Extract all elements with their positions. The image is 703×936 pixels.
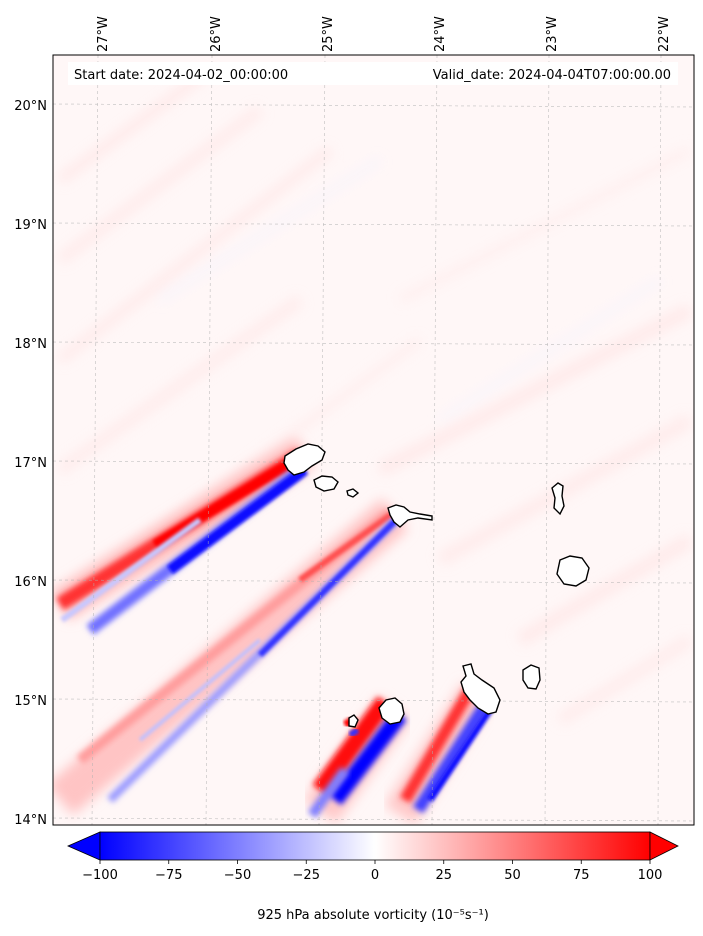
wake-santo-antao xyxy=(53,437,315,635)
island-santiago xyxy=(460,663,501,715)
island-sal xyxy=(551,482,565,516)
x-tick-label: 25°W xyxy=(321,16,336,52)
colorbar-tick-label: 25 xyxy=(435,868,452,883)
coastlines xyxy=(283,443,590,728)
island-sao-nicolau xyxy=(387,504,433,528)
island-brava xyxy=(348,714,359,728)
map-frame xyxy=(52,54,695,826)
x-tick-label: 26°W xyxy=(209,16,224,52)
wake-santiago xyxy=(384,682,494,825)
colorbar-tick-label: 75 xyxy=(573,868,590,883)
y-tick-label: 17°N xyxy=(14,456,47,471)
x-tick-label: 22°W xyxy=(657,16,672,52)
colorbar-tick-label: −75 xyxy=(155,868,182,883)
colorbar-extend-max xyxy=(649,831,679,861)
x-tick-label: 23°W xyxy=(545,16,560,52)
colorbar-tick-label: 100 xyxy=(638,868,663,883)
colorbar-tick-label: 0 xyxy=(371,868,379,883)
header-box xyxy=(68,62,678,85)
y-tick-label: 19°N xyxy=(14,218,47,233)
colorbar-tick-label: 50 xyxy=(504,868,521,883)
island-santa-luzia xyxy=(346,488,360,498)
y-tick-label: 14°N xyxy=(14,813,47,828)
colorbar-label: 925 hPa absolute vorticity (10⁻⁵s⁻¹) xyxy=(257,908,489,923)
y-tick-label: 15°N xyxy=(14,694,47,709)
colorbar-tick-label: −100 xyxy=(82,868,118,883)
island-santo-antao xyxy=(283,443,326,476)
colorbar-tick-label: −50 xyxy=(224,868,251,883)
vorticity-field xyxy=(53,55,694,825)
y-tick-label: 20°N xyxy=(14,99,47,114)
colorbar-tick-label: −25 xyxy=(293,868,320,883)
island-boa-vista xyxy=(556,555,590,587)
wake-fogo xyxy=(303,696,412,824)
x-tick-label: 24°W xyxy=(433,16,448,52)
gridlines xyxy=(53,55,694,825)
colorbar-extend-min xyxy=(67,831,101,861)
colorbar-ticks: −100 −75 −50 −25 0 25 50 75 100 xyxy=(82,860,662,883)
y-tick-label: 16°N xyxy=(14,575,47,590)
y-tick-label: 18°N xyxy=(14,337,47,352)
wake-sao-nicolau xyxy=(53,498,408,816)
colorbar-gradient xyxy=(99,831,651,861)
colorbar: −100 −75 −50 −25 0 25 50 75 100 925 hPa absolute… xyxy=(67,831,679,923)
valid-date-label: Valid_date: 2024-04-04T07:00:00.00 xyxy=(433,68,671,83)
x-ticks: 27°W 26°W 25°W 24°W 23°W 22°W xyxy=(96,16,672,52)
island-sao-vicente xyxy=(313,475,339,492)
start-date-label: Start date: 2024-04-02_00:00:00 xyxy=(74,68,288,83)
x-tick-label: 27°W xyxy=(96,16,111,52)
island-fogo xyxy=(378,697,405,725)
island-maio xyxy=(522,664,541,690)
y-ticks: 20°N 19°N 18°N 17°N 16°N 15°N 14°N xyxy=(14,99,47,828)
